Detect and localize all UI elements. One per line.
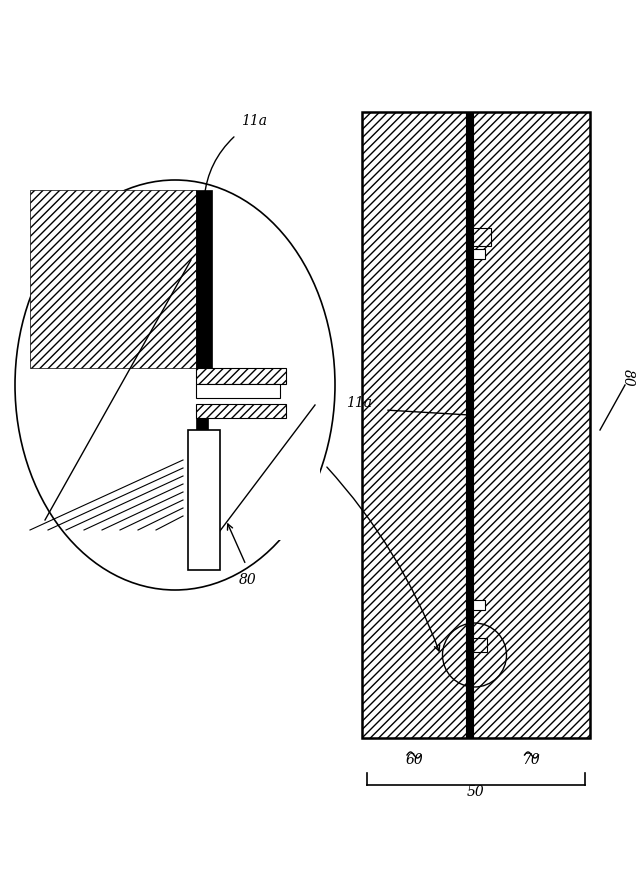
- Bar: [196, 418, 208, 430]
- Bar: [196, 384, 280, 398]
- Bar: [196, 190, 212, 368]
- Text: 80: 80: [239, 573, 257, 587]
- Bar: [196, 368, 286, 384]
- Bar: [362, 112, 466, 738]
- Bar: [466, 112, 473, 738]
- Bar: [473, 249, 485, 259]
- Bar: [473, 600, 485, 610]
- Text: 11a: 11a: [346, 396, 372, 410]
- Text: 50: 50: [467, 785, 485, 799]
- Bar: [473, 638, 487, 652]
- Bar: [362, 112, 590, 738]
- Text: 70: 70: [523, 753, 540, 767]
- Bar: [212, 430, 320, 540]
- Bar: [473, 112, 590, 738]
- Bar: [30, 190, 196, 368]
- Text: 60: 60: [405, 753, 423, 767]
- Ellipse shape: [15, 180, 335, 590]
- Bar: [196, 404, 286, 418]
- Bar: [473, 228, 491, 246]
- Text: 11a: 11a: [241, 114, 267, 128]
- Bar: [188, 430, 220, 570]
- Text: 80: 80: [621, 369, 635, 387]
